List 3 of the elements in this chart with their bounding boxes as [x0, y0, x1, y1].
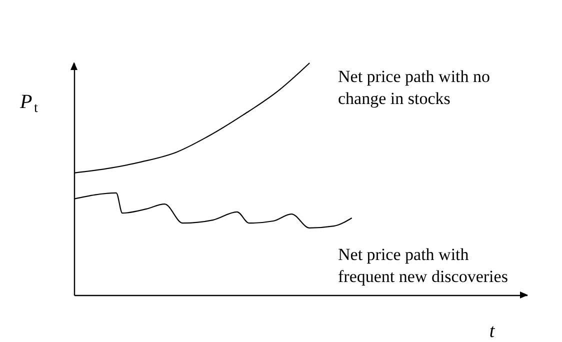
series-label: Net price path with no change in stocks: [338, 67, 490, 108]
x-axis-title: t: [489, 321, 496, 342]
series-label: Net price path with frequent new discoveries: [338, 245, 508, 286]
